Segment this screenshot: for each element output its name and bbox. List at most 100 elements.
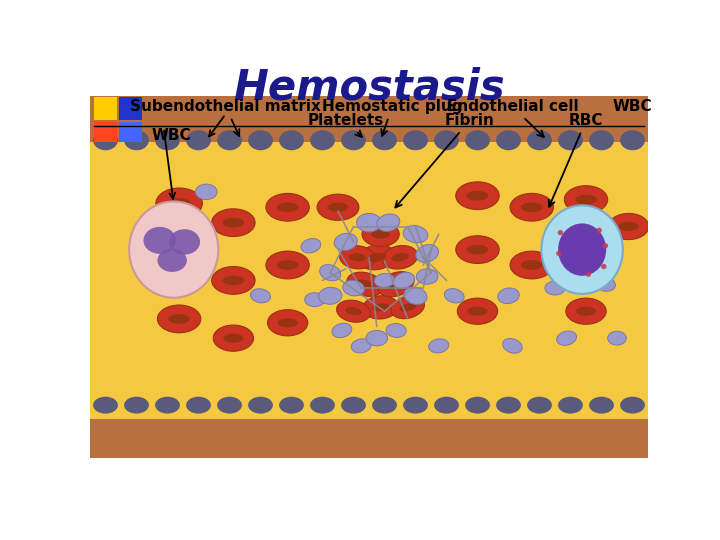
Ellipse shape <box>374 273 395 287</box>
Ellipse shape <box>276 202 299 212</box>
Ellipse shape <box>124 397 149 414</box>
Text: Endothelial cell: Endothelial cell <box>446 99 578 137</box>
Ellipse shape <box>457 298 498 325</box>
Ellipse shape <box>575 195 597 205</box>
Ellipse shape <box>217 130 242 150</box>
Ellipse shape <box>386 323 406 338</box>
Ellipse shape <box>186 130 211 150</box>
Text: Subendothelial matrix: Subendothelial matrix <box>130 99 321 136</box>
Ellipse shape <box>558 397 583 414</box>
Ellipse shape <box>428 339 449 353</box>
Ellipse shape <box>403 397 428 414</box>
Ellipse shape <box>351 339 372 353</box>
Ellipse shape <box>222 275 244 285</box>
Ellipse shape <box>337 300 370 322</box>
Ellipse shape <box>589 397 614 414</box>
Ellipse shape <box>320 265 341 281</box>
Ellipse shape <box>341 397 366 414</box>
Ellipse shape <box>359 245 395 270</box>
Ellipse shape <box>93 130 118 150</box>
Text: Platelets: Platelets <box>307 113 384 137</box>
Ellipse shape <box>416 245 438 262</box>
Ellipse shape <box>558 224 606 276</box>
Ellipse shape <box>356 213 382 232</box>
Bar <box>90 142 648 419</box>
Ellipse shape <box>601 264 606 269</box>
Ellipse shape <box>93 397 118 414</box>
Ellipse shape <box>248 397 273 414</box>
Ellipse shape <box>366 330 387 346</box>
Ellipse shape <box>197 231 216 245</box>
Ellipse shape <box>527 130 552 150</box>
Ellipse shape <box>391 253 409 261</box>
Ellipse shape <box>434 397 459 414</box>
Ellipse shape <box>393 272 415 288</box>
Ellipse shape <box>416 269 438 284</box>
Ellipse shape <box>362 222 399 247</box>
Ellipse shape <box>305 293 325 307</box>
Ellipse shape <box>279 397 304 414</box>
Ellipse shape <box>403 226 428 243</box>
Ellipse shape <box>566 298 606 325</box>
Ellipse shape <box>576 307 596 316</box>
Ellipse shape <box>467 191 488 200</box>
Ellipse shape <box>158 305 201 333</box>
Ellipse shape <box>348 253 366 261</box>
Ellipse shape <box>556 251 562 256</box>
Ellipse shape <box>169 229 200 254</box>
Ellipse shape <box>557 331 577 345</box>
Ellipse shape <box>341 130 366 150</box>
Ellipse shape <box>212 267 255 294</box>
Ellipse shape <box>347 272 383 296</box>
Ellipse shape <box>168 198 191 209</box>
Ellipse shape <box>276 260 299 270</box>
Ellipse shape <box>603 243 608 248</box>
Ellipse shape <box>363 296 398 319</box>
Ellipse shape <box>124 130 149 150</box>
Ellipse shape <box>372 130 397 150</box>
Text: Fibrin: Fibrin <box>395 113 495 207</box>
Ellipse shape <box>168 252 191 262</box>
Ellipse shape <box>404 287 427 305</box>
Ellipse shape <box>158 249 187 272</box>
Ellipse shape <box>521 260 543 270</box>
Ellipse shape <box>496 397 521 414</box>
Ellipse shape <box>332 323 352 338</box>
Ellipse shape <box>498 288 519 303</box>
Ellipse shape <box>301 239 321 253</box>
Bar <box>119 122 142 142</box>
Ellipse shape <box>541 205 623 294</box>
Ellipse shape <box>310 130 335 150</box>
Ellipse shape <box>356 280 374 289</box>
Ellipse shape <box>503 339 522 353</box>
Ellipse shape <box>400 303 416 312</box>
Ellipse shape <box>334 233 357 251</box>
Ellipse shape <box>222 218 244 227</box>
Ellipse shape <box>143 227 176 254</box>
Ellipse shape <box>372 303 390 312</box>
Ellipse shape <box>465 397 490 414</box>
Text: RBC: RBC <box>549 113 603 207</box>
Ellipse shape <box>213 325 253 351</box>
Ellipse shape <box>155 397 180 414</box>
Text: Hemostatic plug: Hemostatic plug <box>322 99 462 136</box>
Ellipse shape <box>434 130 459 150</box>
Ellipse shape <box>372 230 390 239</box>
Ellipse shape <box>317 194 359 220</box>
Bar <box>94 97 117 120</box>
Ellipse shape <box>382 246 418 269</box>
Ellipse shape <box>372 397 397 414</box>
Ellipse shape <box>618 222 639 231</box>
Ellipse shape <box>217 397 242 414</box>
Text: WBC: WBC <box>613 99 652 114</box>
Bar <box>119 97 142 120</box>
Bar <box>94 122 117 142</box>
Ellipse shape <box>545 281 565 295</box>
Ellipse shape <box>156 242 202 273</box>
Ellipse shape <box>575 248 597 258</box>
Ellipse shape <box>558 130 583 150</box>
Ellipse shape <box>564 186 608 213</box>
Ellipse shape <box>378 272 414 297</box>
Ellipse shape <box>277 318 297 327</box>
Ellipse shape <box>168 314 190 324</box>
